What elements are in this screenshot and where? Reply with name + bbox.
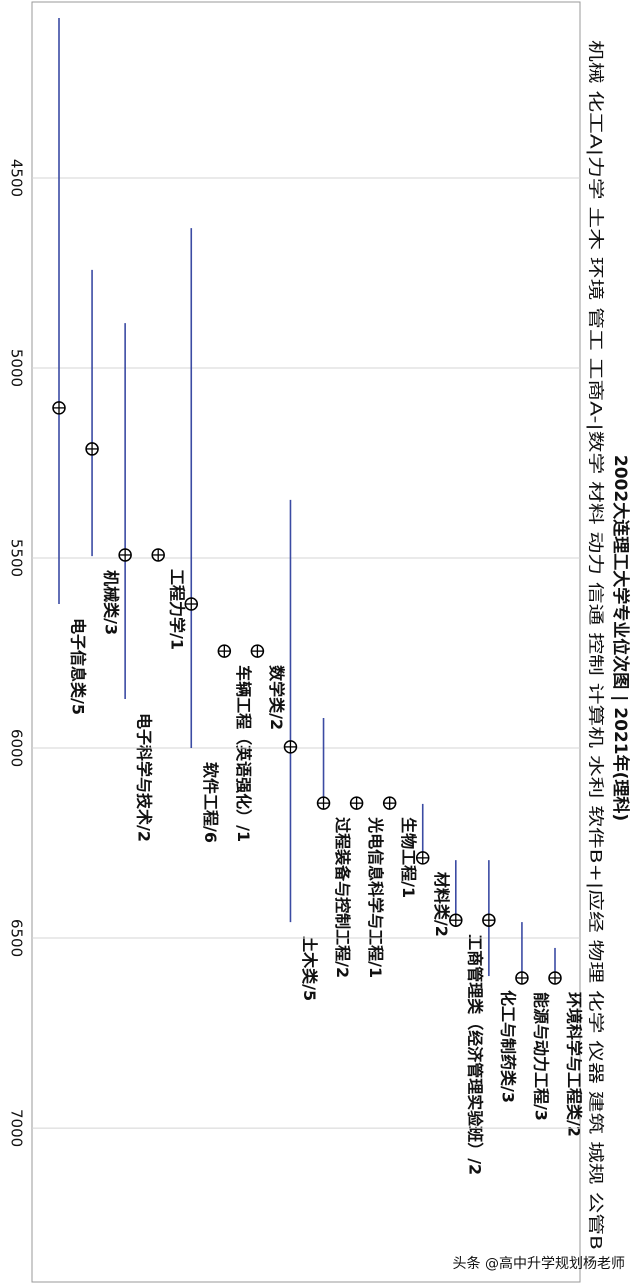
category-label: 能源与动力工程/3 [531, 992, 550, 1121]
rank-marker [283, 740, 298, 754]
category-label: 光电信息科学与工程/1 [366, 816, 385, 978]
category-label: 工程力学/1 [168, 569, 187, 650]
category-label: 数学类/2 [267, 665, 286, 730]
category-label: 环境科学与工程类/2 [565, 992, 584, 1137]
rank-marker [449, 913, 463, 927]
category-label: 电子信息类/5 [69, 618, 88, 715]
category-label: 机械类/3 [102, 570, 121, 635]
rotated-layer: 2002大连理工大学专业位次图 | 2021年(理科) 机械 化工A|力学 土木… [8, 40, 632, 1250]
category-label: 化工与制药类/3 [498, 990, 517, 1103]
category-label: 软件工程/6 [201, 762, 220, 843]
y-tick-label: 6500 [8, 919, 26, 957]
rank-marker [316, 796, 331, 810]
rank-marker [482, 913, 496, 927]
y-tick-label: 5000 [8, 349, 26, 387]
rank-marker [515, 971, 529, 985]
y-tick-label: 7000 [8, 1109, 26, 1147]
y-tick-label: 6000 [8, 729, 26, 767]
rank-marker [415, 851, 430, 865]
rank-marker [382, 796, 397, 810]
rank-marker [217, 644, 232, 658]
category-label: 过程装备与控制工程/2 [333, 817, 352, 978]
chart-subtitle: 机械 化工A|力学 土木 环境 管工 工商A-|数学 材料 动力 信通 控制 计… [587, 40, 606, 1250]
rank-marker [85, 442, 99, 456]
chart-title: 2002大连理工大学专业位次图 | 2021年(理科) [610, 455, 631, 821]
rank-marker [52, 401, 66, 415]
rank-marker [250, 644, 265, 658]
category-label: 生物工程/1 [399, 817, 418, 898]
rank-marker [184, 597, 199, 611]
category-label: 工商管理类（经济管理实验班）/2 [465, 934, 484, 1175]
rank-marker [151, 548, 165, 562]
y-tick-label: 4500 [8, 159, 26, 197]
watermark: 头条 @高中升学规划杨老师 [453, 1255, 625, 1272]
category-label: 土木类/5 [300, 936, 319, 1001]
rank-marker [118, 548, 132, 562]
category-label: 车辆工程（英语强化）/1 [234, 665, 253, 842]
plot-frame [31, 1, 581, 1283]
y-tick-label: 5500 [8, 539, 26, 577]
rank-marker [349, 796, 364, 810]
category-label: 电子科学与技术/2 [135, 713, 154, 842]
category-label: 材料类/2 [432, 872, 451, 937]
rank-marker [548, 971, 562, 985]
